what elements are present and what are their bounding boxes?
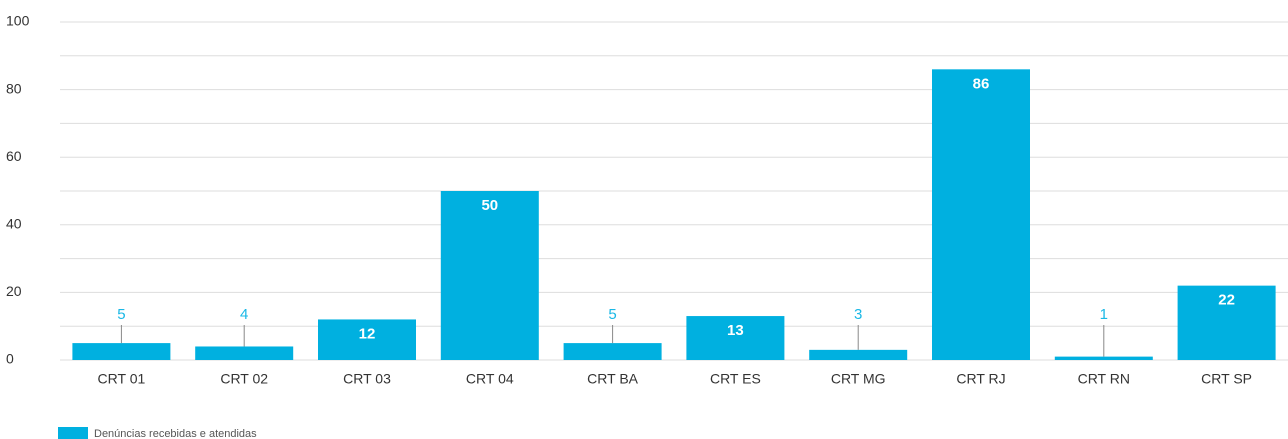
y-tick-label: 40 <box>6 216 22 232</box>
x-tick-label: CRT SP <box>1201 371 1252 387</box>
y-tick-label: 80 <box>6 80 22 96</box>
value-label: 86 <box>973 75 990 92</box>
y-tick-label: 0 <box>6 351 14 367</box>
bar <box>686 316 785 360</box>
x-tick-label: CRT RN <box>1078 371 1130 387</box>
bar <box>563 343 662 360</box>
bar <box>1177 285 1276 360</box>
x-tick-label: CRT 03 <box>343 371 391 387</box>
y-tick-label: 20 <box>6 283 22 299</box>
x-tick-label: CRT 01 <box>98 371 146 387</box>
value-label: 12 <box>359 325 376 342</box>
y-tick-label: 60 <box>6 148 22 164</box>
value-label: 50 <box>481 197 498 214</box>
legend-swatch <box>58 427 88 439</box>
legend-label: Denúncias recebidas e atendidas <box>94 428 257 439</box>
bar <box>195 346 294 360</box>
bar <box>440 191 539 360</box>
value-label: 3 <box>854 306 862 323</box>
value-label: 5 <box>608 306 616 323</box>
value-label: 13 <box>727 322 744 339</box>
bar <box>809 349 908 360</box>
value-label: 1 <box>1100 306 1108 323</box>
bar <box>72 343 171 360</box>
bar <box>1054 356 1153 360</box>
value-label: 22 <box>1218 292 1235 309</box>
x-tick-label: CRT MG <box>831 371 886 387</box>
bar <box>318 319 416 360</box>
x-tick-label: CRT 04 <box>466 371 514 387</box>
y-tick-label: 100 <box>6 13 30 29</box>
value-label: 4 <box>240 306 248 323</box>
x-tick-label: CRT ES <box>710 371 761 387</box>
x-tick-label: CRT RJ <box>956 371 1005 387</box>
x-tick-label: CRT BA <box>587 371 638 387</box>
x-tick-label: CRT 02 <box>220 371 268 387</box>
bar <box>932 69 1030 360</box>
value-label: 5 <box>117 306 125 323</box>
